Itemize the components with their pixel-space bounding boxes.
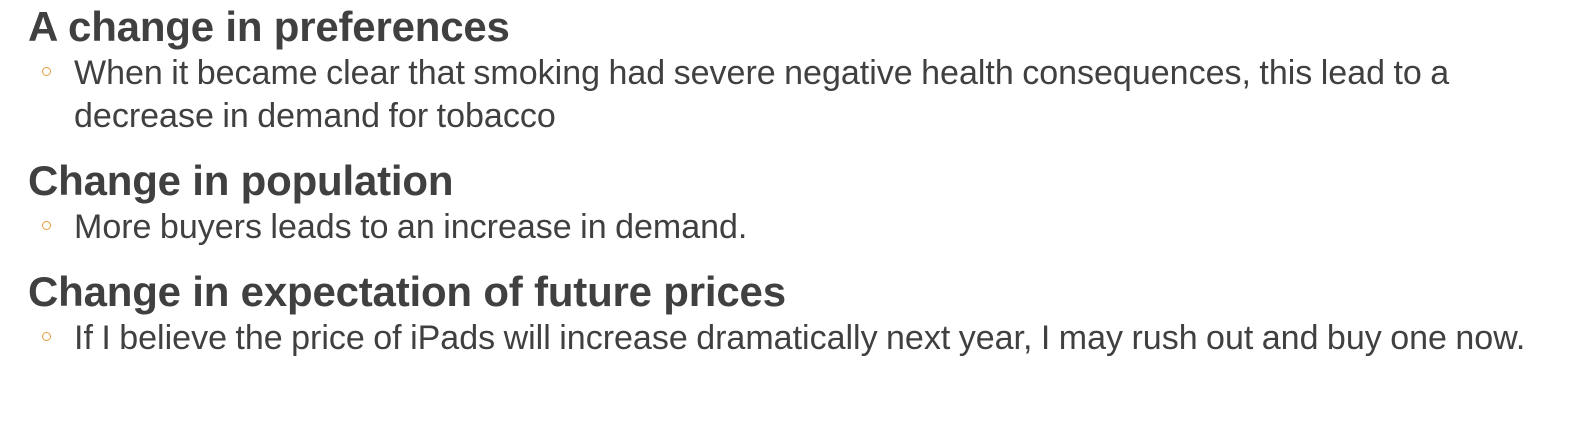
section-population: Change in population More buyers leads t…: [28, 156, 1564, 249]
circle-bullet-icon: [42, 221, 51, 230]
circle-bullet-icon: [42, 67, 51, 76]
circle-bullet-icon: [42, 332, 51, 341]
bullet-item: When it became clear that smoking had se…: [28, 52, 1564, 138]
bullet-item: More buyers leads to an increase in dema…: [28, 206, 1564, 249]
slide-content: A change in preferences When it became c…: [28, 0, 1564, 360]
section-heading: A change in preferences: [28, 3, 510, 50]
bullet-text: When it became clear that smoking had se…: [74, 54, 1450, 135]
bullet-text: More buyers leads to an increase in dema…: [74, 208, 748, 246]
bullet-text: If I believe the price of iPads will inc…: [74, 319, 1526, 357]
section-preferences: A change in preferences When it became c…: [28, 2, 1564, 138]
section-heading: Change in expectation of future prices: [28, 268, 786, 315]
section-future-prices: Change in expectation of future prices I…: [28, 267, 1564, 360]
bullet-item: If I believe the price of iPads will inc…: [28, 317, 1564, 360]
section-heading: Change in population: [28, 157, 454, 204]
